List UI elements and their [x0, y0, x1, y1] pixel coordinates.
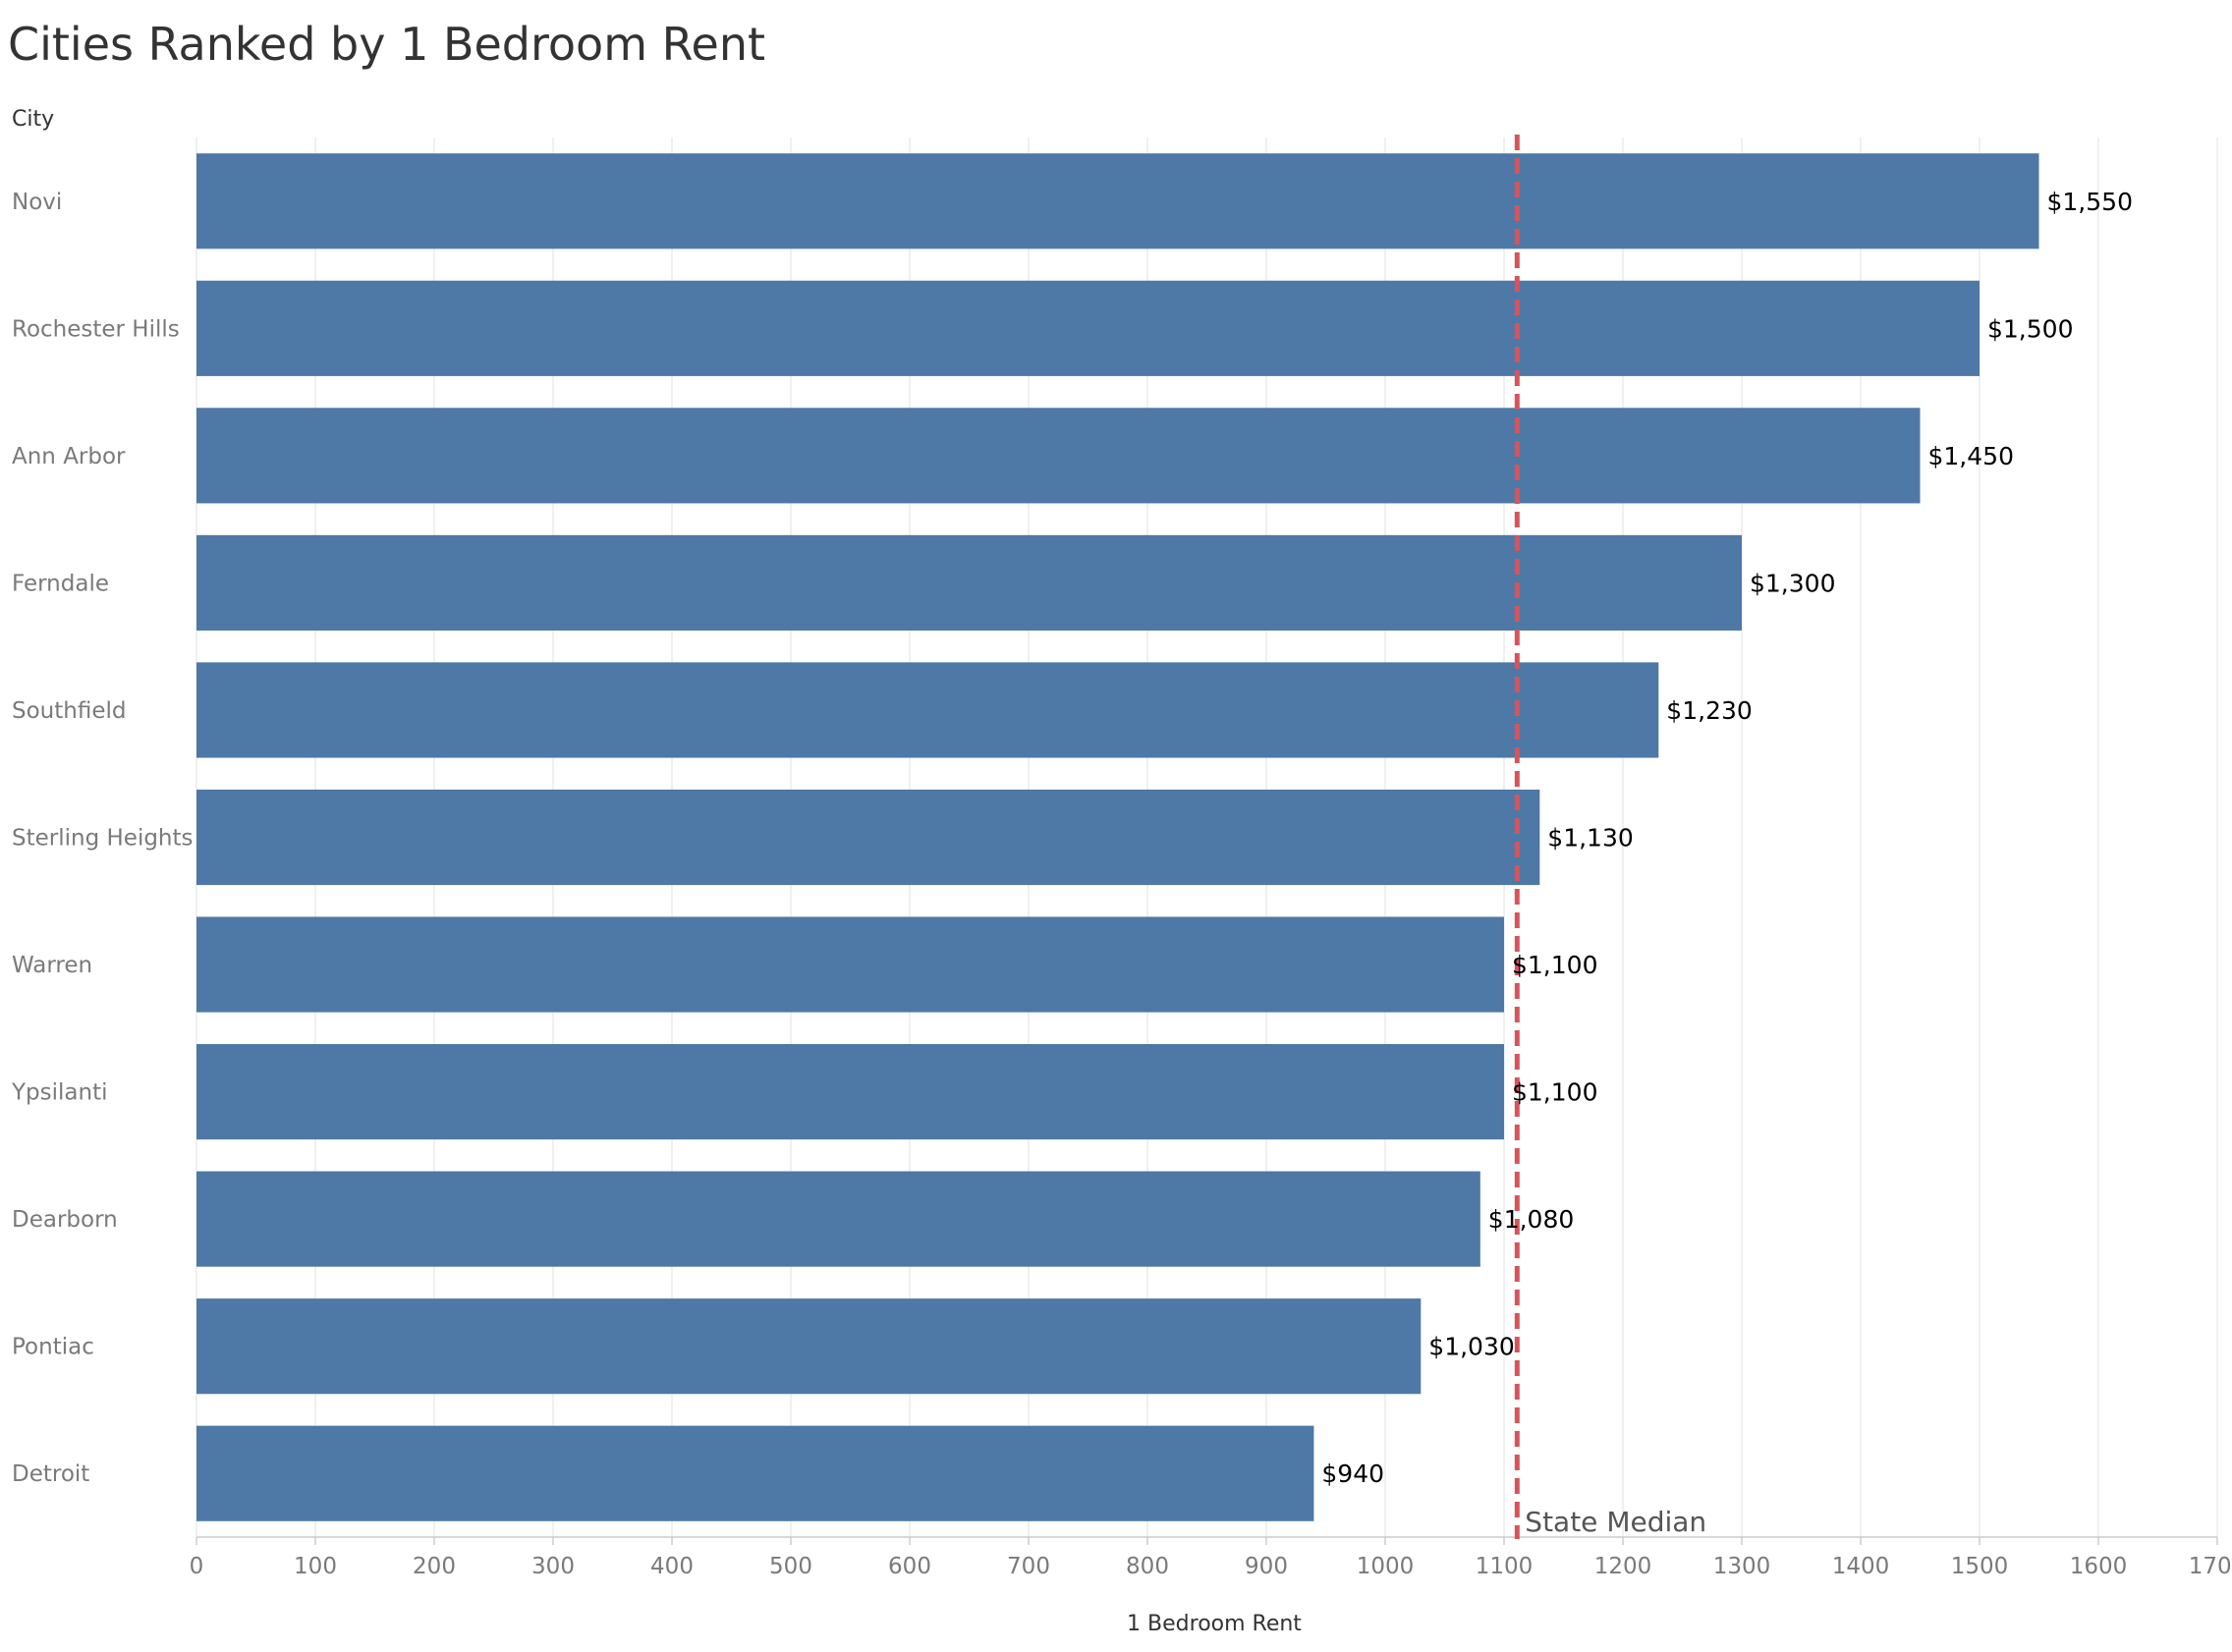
labels: 0 100 200 300 400 500 600 700 800 900 1000 1100 1200… [11, 188, 2232, 1579]
x-tick-label: 1500 [1951, 1554, 2009, 1579]
bar [196, 153, 2039, 249]
category-label: Novi [12, 190, 62, 215]
x-tick-label: 500 [769, 1554, 812, 1579]
x-tick-label: 0 [190, 1554, 204, 1579]
bar [196, 1425, 1314, 1521]
x-tick-label: 1400 [1832, 1554, 1890, 1579]
bar [196, 1171, 1480, 1267]
x-tick-label: 300 [531, 1554, 575, 1579]
category-label: Sterling Heights [12, 826, 194, 852]
data-label: $940 [1321, 1459, 1384, 1488]
x-tick-label: 100 [294, 1554, 337, 1579]
x-tick-label: 1700 [2189, 1554, 2232, 1579]
category-label: Southfield [12, 698, 126, 724]
bar [196, 280, 1980, 376]
x-tick-label: 800 [1126, 1554, 1169, 1579]
category-label: Pontiac [12, 1335, 94, 1360]
category-label: Warren [12, 953, 92, 978]
category-label: Ypsilanti [11, 1080, 108, 1106]
data-label: $1,500 [1987, 314, 2073, 343]
category-label: Dearborn [12, 1207, 118, 1233]
data-label: $1,450 [1928, 442, 2014, 470]
bar [196, 408, 1921, 504]
x-axis-title: 1 Bedroom Rent [1127, 1612, 1302, 1636]
bars [196, 153, 2039, 1521]
data-label: $1,230 [1666, 696, 1752, 725]
bar [196, 789, 1540, 886]
x-tick-label: 1000 [1357, 1554, 1415, 1579]
category-label: Ann Arbor [12, 444, 126, 469]
category-label: Rochester Hills [12, 316, 180, 342]
x-tick-label: 1100 [1476, 1554, 1534, 1579]
bar [196, 662, 1659, 758]
data-label: $1,300 [1750, 569, 1835, 597]
category-label: Detroit [12, 1461, 89, 1487]
category-axis-title: City [12, 107, 54, 132]
x-tick-label: 1300 [1713, 1554, 1771, 1579]
data-label: $1,080 [1488, 1205, 1574, 1234]
bar [196, 534, 1742, 631]
x-tick-label: 600 [888, 1554, 931, 1579]
data-label: $1,100 [1512, 1078, 1597, 1107]
x-tick-label: 900 [1245, 1554, 1288, 1579]
x-tick-label: 700 [1007, 1554, 1050, 1579]
category-label: Ferndale [12, 571, 109, 596]
data-label: $1,030 [1428, 1333, 1514, 1361]
bar [196, 1298, 1422, 1395]
x-tick-label: 200 [413, 1554, 456, 1579]
bar [196, 1044, 1504, 1140]
data-label: $1,130 [1547, 824, 1633, 853]
x-tick-label: 1200 [1594, 1554, 1652, 1579]
bar [196, 916, 1504, 1013]
x-tick-label: 400 [650, 1554, 694, 1579]
reference-line-label: State Median [1525, 1506, 1706, 1538]
data-label: $1,550 [2047, 188, 2133, 216]
chart-title: Cities Ranked by 1 Bedroom Rent [8, 18, 766, 71]
data-label: $1,100 [1512, 951, 1597, 979]
x-tick-label: 1600 [2070, 1554, 2128, 1579]
